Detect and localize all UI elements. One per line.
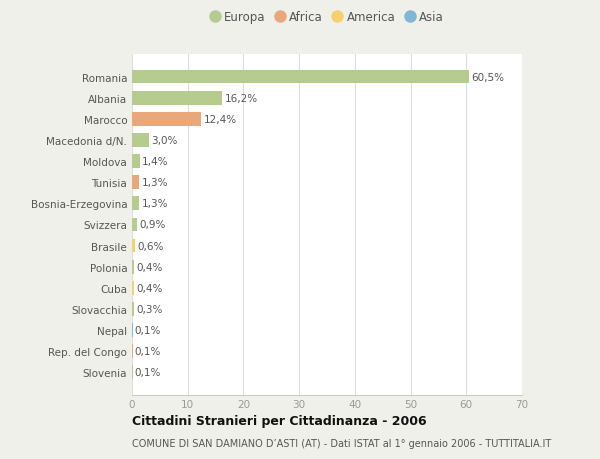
Text: 1,3%: 1,3%: [142, 178, 168, 188]
Text: 0,1%: 0,1%: [135, 347, 161, 356]
Text: 1,4%: 1,4%: [142, 157, 169, 167]
Bar: [132, 218, 137, 232]
Text: 16,2%: 16,2%: [224, 94, 257, 103]
Text: 0,1%: 0,1%: [135, 368, 161, 377]
Bar: [132, 197, 139, 211]
Bar: [132, 155, 140, 168]
Text: 3,0%: 3,0%: [151, 135, 178, 146]
Text: Cittadini Stranieri per Cittadinanza - 2006: Cittadini Stranieri per Cittadinanza - 2…: [132, 414, 427, 428]
Text: 12,4%: 12,4%: [203, 115, 236, 124]
Bar: [132, 112, 201, 126]
Bar: [132, 92, 222, 105]
Text: 0,6%: 0,6%: [137, 241, 164, 251]
Text: 0,9%: 0,9%: [139, 220, 166, 230]
Text: 0,4%: 0,4%: [136, 283, 163, 293]
Text: 1,3%: 1,3%: [142, 199, 168, 209]
Bar: [132, 176, 139, 190]
Bar: [132, 302, 134, 316]
Text: COMUNE DI SAN DAMIANO D’ASTI (AT) - Dati ISTAT al 1° gennaio 2006 - TUTTITALIA.I: COMUNE DI SAN DAMIANO D’ASTI (AT) - Dati…: [132, 438, 551, 448]
Text: 0,3%: 0,3%: [136, 304, 162, 314]
Text: 0,1%: 0,1%: [135, 325, 161, 335]
Bar: [132, 71, 469, 84]
Legend: Europa, Africa, America, Asia: Europa, Africa, America, Asia: [205, 6, 449, 29]
Bar: [132, 239, 136, 253]
Bar: [132, 281, 134, 295]
Text: 0,4%: 0,4%: [136, 262, 163, 272]
Bar: [132, 134, 149, 147]
Bar: [132, 260, 134, 274]
Text: 60,5%: 60,5%: [472, 73, 504, 82]
